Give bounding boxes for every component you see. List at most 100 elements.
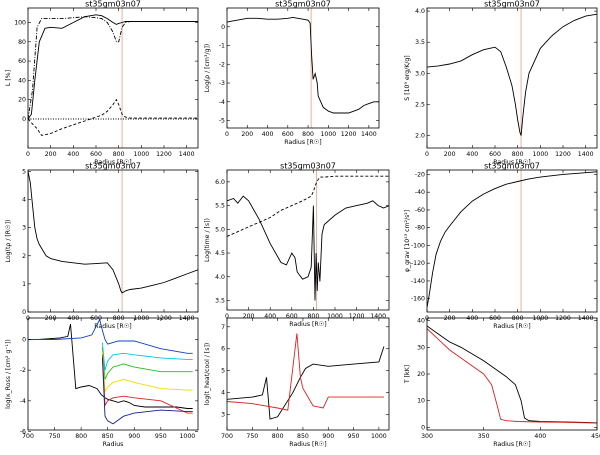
series-line-density [227,16,379,114]
x-tick-label: 1000 [133,315,149,322]
y-tick-label: -20 [415,171,425,178]
series-group [28,14,198,136]
y-tick-label: -6 [20,429,26,436]
y-axis-label: L [%] [5,70,12,86]
x-tick-label: 400 [264,313,276,320]
x-tick-label: 1000 [327,313,343,320]
y-tick-label: 4.0 [415,8,425,15]
chart-title: st35gm03n07 [280,162,336,171]
y-tick-label: 4 [221,390,225,397]
x-tick-label: 750 [49,433,61,440]
x-tick-label: 800 [307,313,319,320]
x-tick-label: 900 [322,433,334,440]
y-tick-label: -1 [219,43,225,50]
series-line-red [227,333,384,411]
plot-frame [426,7,598,149]
plot-frame [426,317,598,431]
x-tick-label: 800 [512,315,524,322]
series-line-blue [28,318,193,354]
x-axis-label: Radius [103,441,124,448]
y-tick-label: -100 [411,242,425,249]
x-tick-label: 1400 [361,131,377,138]
panel-p1: 0 200 400 600 800 1000 1200 1400 0 20 40 60 80 100 st3… [5,0,199,166]
y-tick-label: 2.0 [415,133,425,140]
x-axis-label: Radius [R☉] [493,441,530,448]
x-tick-label: 600 [286,313,298,320]
y-axis-label: S [10⁹ erg/K/g] [404,55,411,100]
panel-p4: 0200400600800100012001400012345st35gm03n… [5,162,199,330]
y-tick-label: -2 [20,367,26,374]
series-group [227,16,379,114]
y-tick-label: -2 [219,61,225,68]
y-tick-label: -40 [415,189,425,196]
x-axis-label: Radius [R☉] [284,139,321,146]
y-tick-label: -4 [20,398,26,405]
y-tick-label: 100 [14,19,26,26]
y-tick-label: 2.5 [415,101,425,108]
x-tick-label: 700 [22,433,34,440]
y-tick-label: -160 [411,296,425,303]
series-line-timescale-a [227,195,389,301]
x-tick-label: 400 [262,131,274,138]
y-axis-label: φ_grav [10¹³ cm²/s²] [404,210,411,272]
x-tick-label: 400 [534,433,546,440]
y-tick-label: 5 [221,368,225,375]
plot-frame [27,7,199,149]
x-axis-label: Radius [R☉] [94,159,131,166]
x-tick-label: 400 [466,151,478,158]
x-tick-label: 600 [90,151,102,158]
y-tick-label: 2 [22,253,26,260]
y-tick-label: 1 [22,281,26,288]
y-tick-label: 7 [221,324,225,331]
x-tick-label: 0 [26,151,30,158]
plot-frame [226,169,390,311]
series-line-red [101,354,193,414]
x-tick-label: 1000 [371,433,387,440]
y-tick-label: 0 [22,309,26,316]
x-axis-label: Radius [R☉] [289,441,326,448]
chart-title: st35gm03n07 [85,0,141,9]
x-tick-label: 0 [425,151,429,158]
series-line-black [28,324,193,409]
x-tick-label: 800 [75,433,87,440]
chart-title: st35gm03n07 [484,162,540,171]
y-axis-label: Log(ρ / [cm³/g]) [204,44,211,93]
series-line-darkblue [101,357,193,425]
y-tick-label: 40 [18,77,26,84]
y-tick-label: 4.0 [215,274,225,281]
x-tick-label: 1200 [555,315,571,322]
x-tick-label: 1000 [320,131,336,138]
series-line-convective [28,98,198,136]
y-tick-label: -60 [415,207,425,214]
y-tick-label: 0 [221,24,225,31]
y-tick-label: 10 [417,398,425,405]
x-tick-label: 200 [241,131,253,138]
plot-frame [426,169,598,313]
x-tick-label: 1400 [179,151,195,158]
series-group [427,171,597,308]
y-tick-label: 3.0 [415,70,425,77]
series-group [427,325,597,424]
plot-frame [226,317,390,431]
x-tick-label: 800 [512,151,524,158]
x-tick-label: 200 [444,315,456,322]
x-tick-label: 800 [113,315,125,322]
x-axis-label: Radius [R☉] [289,321,326,328]
y-tick-label: 0 [421,424,425,431]
series-group [227,175,389,301]
x-tick-label: 200 [243,313,255,320]
y-tick-label: 3.5 [415,39,425,46]
x-tick-label: 200 [45,151,57,158]
y-tick-label: 4 [22,197,26,204]
x-tick-label: 750 [246,433,258,440]
x-tick-label: 850 [102,433,114,440]
x-axis-label: Radius [R☉] [94,323,131,330]
y-tick-label: 0 [22,116,26,123]
plot-frame [226,7,380,129]
y-tick-label: 4.5 [215,250,225,257]
y-tick-label: 5.5 [215,203,225,210]
x-tick-label: 1200 [349,313,365,320]
series-group [427,13,597,136]
y-axis-label: Log(time / [s]) [204,218,211,262]
